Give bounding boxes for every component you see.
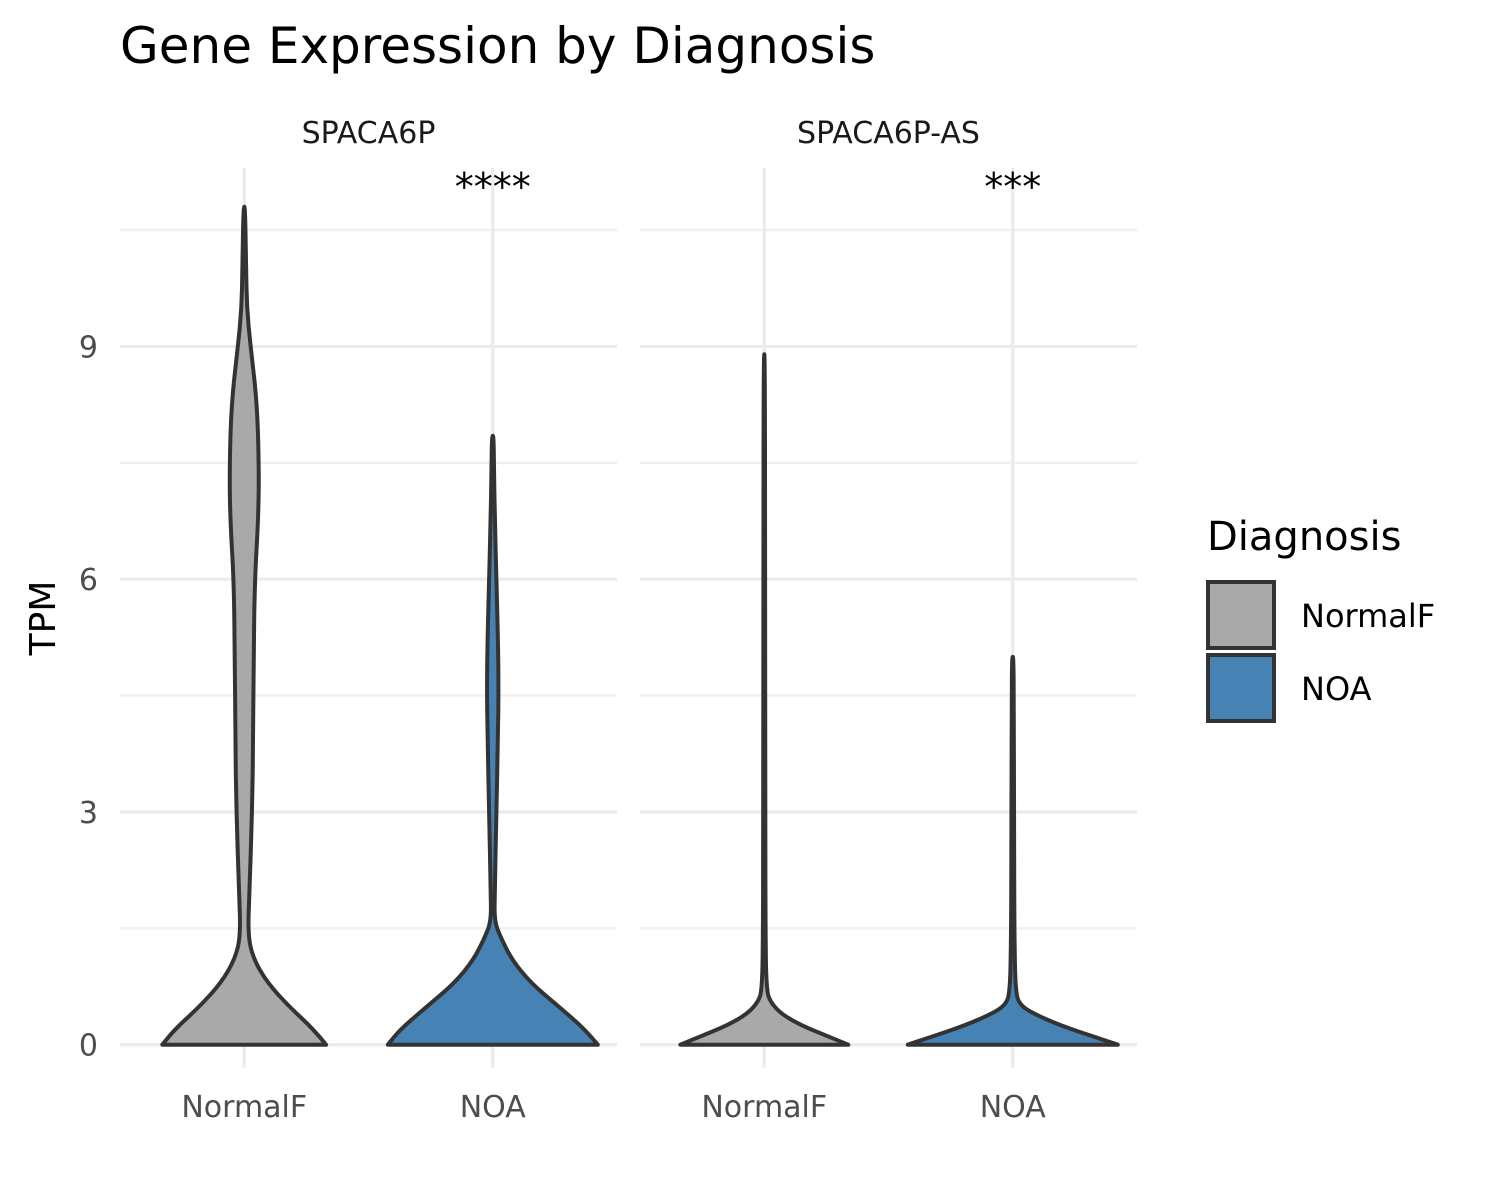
significance-label: **** bbox=[455, 165, 531, 209]
legend-label: NormalF bbox=[1301, 597, 1435, 635]
y-tick-label: 3 bbox=[79, 796, 98, 831]
chart-title: Gene Expression by Diagnosis bbox=[120, 17, 875, 75]
violin-normalf bbox=[160, 204, 329, 1047]
y-axis-title: TPM bbox=[23, 581, 64, 657]
y-tick-label: 9 bbox=[79, 330, 98, 365]
legend-title: Diagnosis bbox=[1207, 514, 1401, 560]
panel-text: 0 3 6 9 SPACA6P **** NormalF NOA SPACA6P-AS*** No… bbox=[79, 116, 1046, 1125]
x-tick-label: NormalF bbox=[181, 1090, 307, 1125]
facet-label: SPACA6P bbox=[302, 116, 436, 151]
violin-noa bbox=[385, 433, 600, 1047]
legend-label: NOA bbox=[1301, 670, 1372, 708]
y-tick-label: 6 bbox=[79, 563, 98, 598]
x-tick-label: NormalF bbox=[701, 1090, 827, 1125]
legend-key-noa bbox=[1206, 653, 1276, 723]
significance-label: *** bbox=[984, 165, 1041, 209]
legend-key-normalf bbox=[1206, 580, 1276, 650]
gridlines bbox=[120, 168, 1137, 1068]
x-tick-label: NOA bbox=[980, 1090, 1047, 1125]
facet-label: SPACA6P-AS bbox=[797, 116, 980, 151]
x-tick-label: NOA bbox=[460, 1090, 527, 1125]
violins bbox=[160, 204, 1120, 1047]
legend: Diagnosis NormalF NOA bbox=[1206, 514, 1435, 723]
y-tick-label: 0 bbox=[79, 1029, 98, 1064]
violin-normalf bbox=[678, 352, 851, 1047]
violin-noa bbox=[905, 654, 1120, 1047]
